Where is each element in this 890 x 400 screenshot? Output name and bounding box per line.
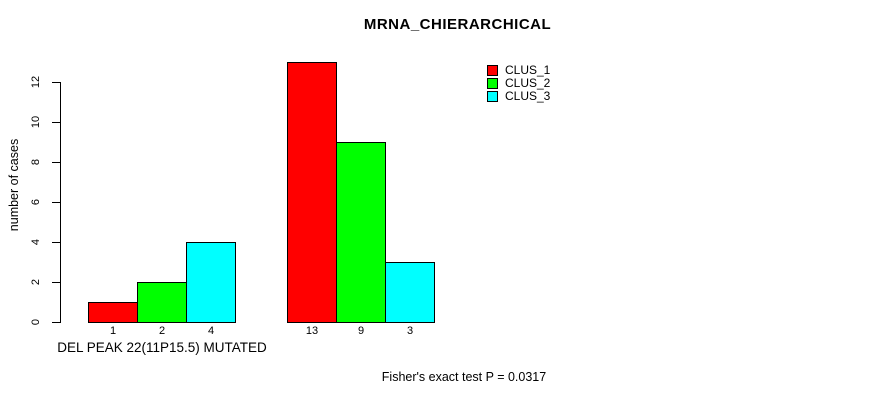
legend-label: CLUS_2 xyxy=(505,76,551,90)
bar-value-label: 3 xyxy=(406,325,414,337)
y-axis-tick-label: 0 xyxy=(30,318,42,326)
y-axis-tick xyxy=(52,282,60,283)
y-axis-tick xyxy=(52,122,60,123)
bar-value-label: 2 xyxy=(158,325,166,337)
bar-clus_2-group2 xyxy=(336,142,386,323)
legend-swatch-clus_3 xyxy=(487,91,498,102)
legend-row: CLUS_3 xyxy=(487,90,550,103)
bar-value-label: 9 xyxy=(357,325,365,337)
bar-value-label: 13 xyxy=(305,325,319,337)
bar-value-label: 1 xyxy=(109,325,117,337)
bar-value-label: 4 xyxy=(207,325,215,337)
legend-swatch-clus_1 xyxy=(487,65,498,76)
y-axis-tick-label: 2 xyxy=(30,278,42,286)
x-axis-group-label: DEL PEAK 22(11P15.5) MUTATED xyxy=(57,340,267,355)
legend-row: CLUS_1 xyxy=(487,64,550,77)
y-axis-line xyxy=(60,82,61,323)
bar-clus_1-group1 xyxy=(88,302,138,323)
y-axis-tick xyxy=(52,242,60,243)
legend: CLUS_1 CLUS_2 CLUS_3 xyxy=(487,64,550,103)
y-axis-tick-label: 10 xyxy=(30,115,42,129)
y-axis-tick xyxy=(52,202,60,203)
legend-label: CLUS_3 xyxy=(505,89,551,103)
chart-title: MRNA_CHIERARCHICAL xyxy=(363,16,552,33)
legend-row: CLUS_2 xyxy=(487,77,550,90)
y-axis-tick xyxy=(52,82,60,83)
y-axis-tick-label: 8 xyxy=(30,158,42,166)
bar-clus_2-group1 xyxy=(137,282,187,323)
annotation-text: Fisher's exact test P = 0.0317 xyxy=(381,370,547,384)
y-axis-tick-label: 6 xyxy=(30,198,42,206)
legend-label: CLUS_1 xyxy=(505,63,551,77)
y-axis-tick-label: 4 xyxy=(30,238,42,246)
legend-swatch-clus_2 xyxy=(487,78,498,89)
y-axis-tick xyxy=(52,162,60,163)
y-axis-tick-label: 12 xyxy=(30,75,42,89)
y-axis-tick xyxy=(52,322,60,323)
bar-clus_3-group2 xyxy=(385,262,435,323)
bar-clus_1-group2 xyxy=(287,62,337,323)
bar-clus_3-group1 xyxy=(186,242,236,323)
